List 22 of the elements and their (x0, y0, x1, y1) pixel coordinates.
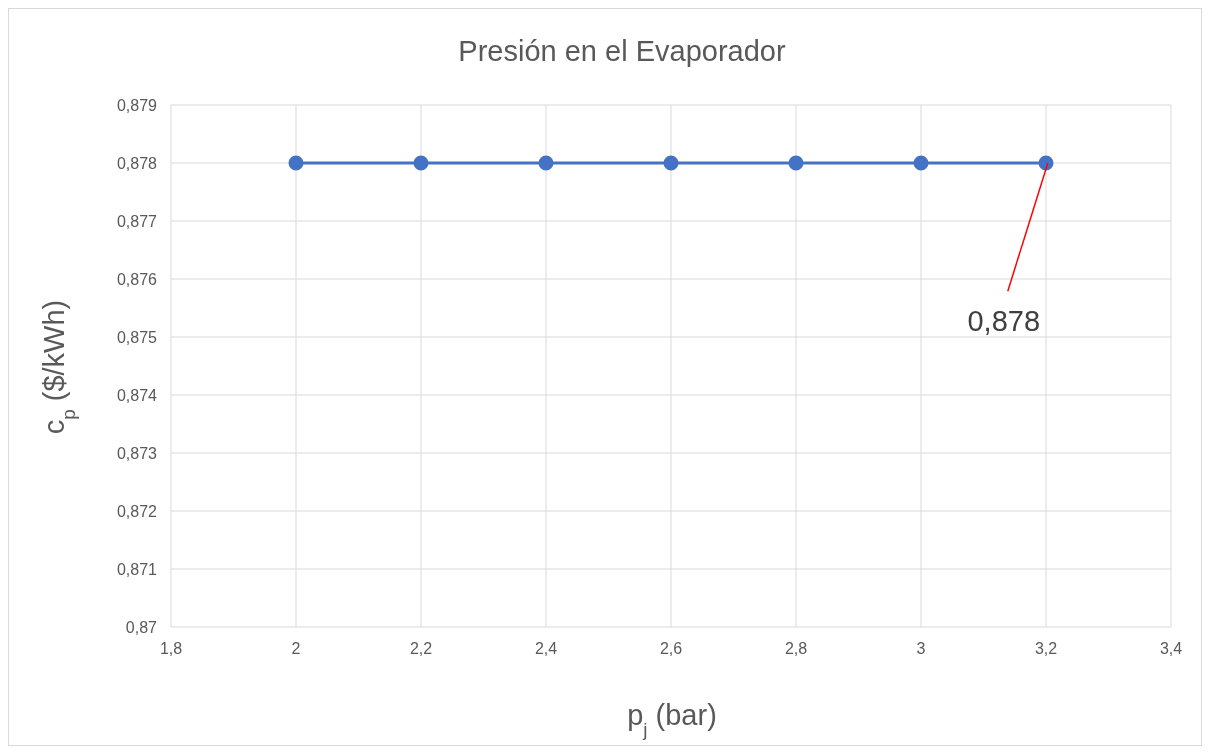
y-tick-label: 0,878 (116, 154, 158, 172)
y-tick-label: 0,873 (116, 444, 158, 462)
x-tick-label: 2,2 (409, 640, 433, 658)
x-tick-label: 3 (916, 640, 926, 658)
y-tick-label: 0,875 (116, 328, 158, 346)
x-tick-label: 2,6 (659, 640, 683, 658)
x-tick-label: 3,2 (1034, 640, 1058, 658)
annotation: 0,878 (967, 305, 1041, 338)
y-tick-label: 0,876 (116, 270, 158, 288)
y-tick-label: 0,879 (116, 96, 158, 114)
x-tick-label: 1,8 (159, 640, 183, 658)
x-tick-label: 2,4 (534, 640, 558, 658)
x-tick-label: 2 (291, 640, 301, 658)
x-axis-title: p$_{j}$ (bar) (627, 699, 717, 740)
x-tick-label: 2,8 (784, 640, 808, 658)
y-tick-label: 0,871 (116, 560, 158, 578)
y-tick-label: 0,877 (116, 212, 158, 230)
chart-title: Presión en el Evaporador (458, 35, 786, 67)
x-tick-label: 3,4 (1159, 640, 1183, 658)
y-tick-label: 0,872 (116, 502, 158, 520)
y-tick-label: 0,87 (125, 618, 158, 636)
y-tick-label: 0,874 (116, 386, 158, 404)
